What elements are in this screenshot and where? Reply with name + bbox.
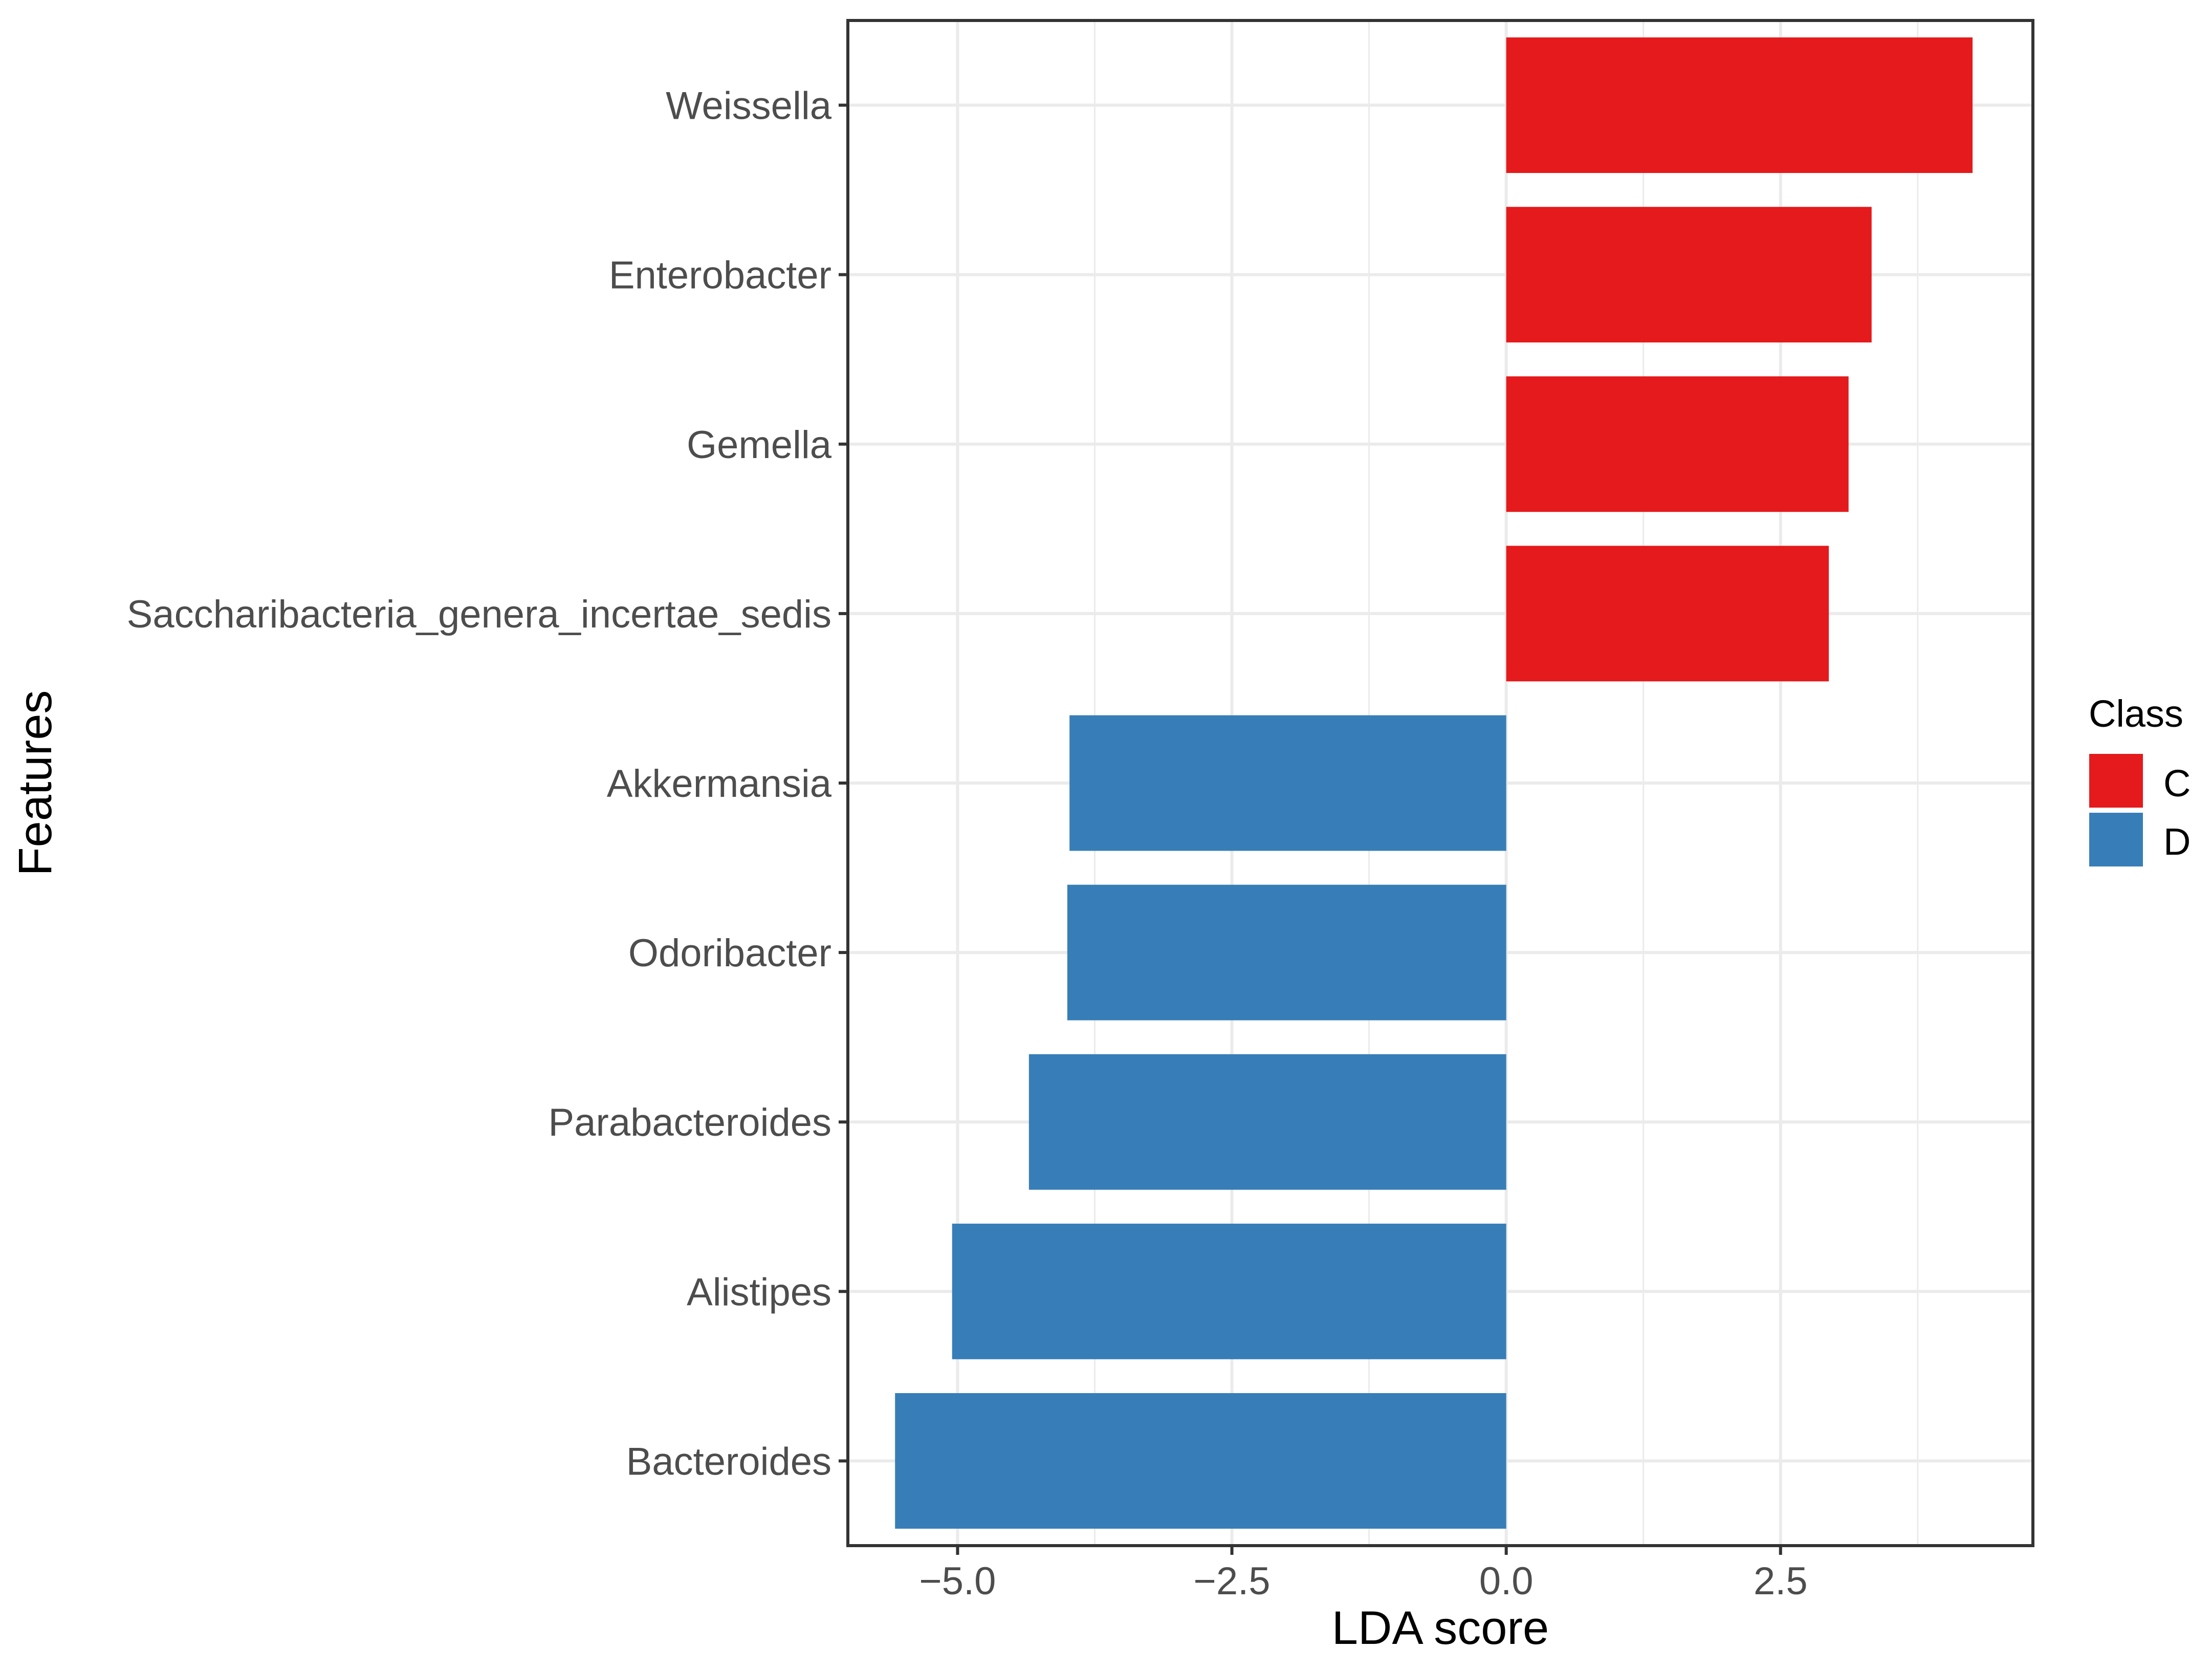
x-tick-label: −5.0 [919,1559,996,1603]
legend: Class C D [2089,692,2191,866]
bar-odoribacter [1067,884,1506,1021]
y-tick-label: Akkermansia [607,762,832,806]
y-tick-label: Alistipes [687,1270,831,1314]
x-tick-label: 0.0 [1479,1559,1534,1603]
y-tick-label: Weissella [666,84,832,128]
y-tick-label: Parabacteroides [549,1101,831,1144]
bar-gemella [1506,376,1849,512]
bar-bacteroides [895,1393,1506,1529]
bar-akkermansia [1069,715,1506,851]
y-tick-label: Gemella [687,423,832,467]
bar-parabacteroides [1028,1054,1506,1190]
y-tick-label: Saccharibacteria_genera_incertae_sedis [127,593,831,636]
bar-saccharibacteria-genera-incertae-sedis [1506,546,1829,682]
y-tick-label: Enterobacter [609,254,831,297]
bar-alistipes [952,1223,1506,1359]
legend-key-c [2089,754,2143,808]
x-axis-title: LDA score [1332,1602,1549,1654]
y-tick-label: Bacteroides [626,1440,831,1483]
legend-key-d [2089,813,2143,866]
bars [895,37,1973,1529]
y-axis-title: Features [9,690,61,876]
x-axis-ticks: −5.0 −2.5 0.0 2.5 [919,1546,1808,1603]
legend-label-c: C [2163,762,2191,805]
x-tick-label: −2.5 [1194,1559,1271,1603]
x-tick-label: 2.5 [1754,1559,1808,1603]
y-axis-ticks: Weissella Enterobacter Gemella Saccharibact… [127,84,848,1483]
legend-label-d: D [2163,820,2191,863]
bar-weissella [1506,37,1973,173]
y-tick-label: Odoribacter [628,931,831,975]
bar-enterobacter [1506,207,1872,343]
legend-title: Class [2089,692,2183,735]
